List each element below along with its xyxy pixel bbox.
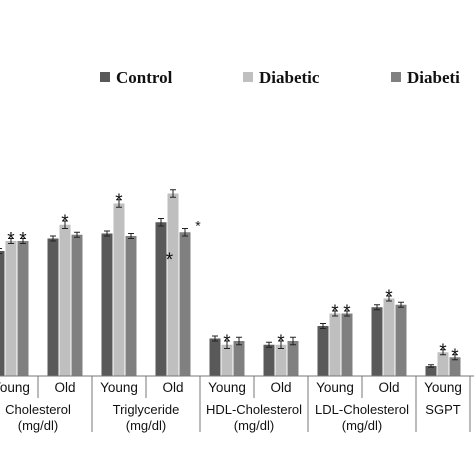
bar-0-0-0 bbox=[0, 251, 5, 376]
group-label-4: SGPT bbox=[425, 402, 460, 417]
bar-4-0-2 bbox=[449, 357, 461, 376]
significance-star-0-1-1: * bbox=[61, 212, 69, 233]
group-label-3: LDL-Cholesterol bbox=[315, 402, 409, 417]
legend-label-2: Diabeti bbox=[407, 68, 460, 87]
bar-3-0-0 bbox=[317, 326, 329, 376]
legend-swatch-0 bbox=[100, 72, 110, 82]
legend-swatch-1 bbox=[243, 72, 253, 82]
group-unit-3: (mg/dl) bbox=[342, 418, 382, 433]
bar-2-0-1 bbox=[221, 344, 233, 376]
bar-0-1-0 bbox=[47, 238, 59, 376]
group-label-0: Cholesterol bbox=[5, 402, 71, 417]
legend: Control Diabetic Diabeti bbox=[100, 68, 460, 87]
bar-3-1-2 bbox=[395, 304, 407, 376]
bar-0-1-2 bbox=[71, 234, 83, 376]
subgroup-label-1-1: Old bbox=[162, 380, 183, 395]
bar-4-0-1 bbox=[437, 352, 449, 376]
group-label-1: Triglyceride bbox=[113, 402, 180, 417]
significance-star-2-0-1: * bbox=[223, 332, 231, 353]
bar-0-0-2 bbox=[17, 241, 29, 376]
significance-star-extra: * bbox=[166, 250, 174, 271]
subgroup-label-0-0: Young bbox=[0, 380, 30, 395]
significance-star-0-0-1: * bbox=[7, 230, 15, 251]
bar-1-0-0 bbox=[101, 233, 113, 376]
group-label-2: HDL-Cholesterol bbox=[206, 402, 302, 417]
subgroup-label-2-1: Old bbox=[270, 380, 291, 395]
bar-2-1-0 bbox=[263, 344, 275, 376]
bar-3-0-1 bbox=[329, 313, 341, 376]
legend-label-1: Diabetic bbox=[259, 68, 320, 87]
bar-1-0-2 bbox=[125, 236, 137, 376]
bar-2-0-0 bbox=[209, 338, 221, 376]
subgroup-label-1-0: Young bbox=[100, 380, 138, 395]
significance-star-1-0-1: * bbox=[115, 191, 123, 212]
bar-4-0-0 bbox=[425, 366, 437, 376]
group-unit-1: (mg/dl) bbox=[126, 418, 166, 433]
significance-star-2-1-1: * bbox=[277, 332, 285, 353]
bar-0-1-1 bbox=[59, 224, 71, 376]
bar-2-0-2 bbox=[233, 341, 245, 376]
bar-1-1-0 bbox=[155, 222, 167, 376]
bar-1-1-2 bbox=[179, 232, 191, 376]
subgroup-label-3-0: Young bbox=[316, 380, 354, 395]
group-unit-0: (mg/dl) bbox=[18, 418, 58, 433]
legend-swatch-2 bbox=[391, 72, 401, 82]
subgroup-label-0-1: Old bbox=[54, 380, 75, 395]
subgroup-label-3-1: Old bbox=[378, 380, 399, 395]
significance-star-3-1-1: * bbox=[385, 287, 393, 308]
bar-3-1-1 bbox=[383, 298, 395, 376]
subgroup-label-2-0: Young bbox=[208, 380, 246, 395]
significance-star-4-0-2: * bbox=[451, 346, 459, 367]
subgroup-label-4-0: Young bbox=[424, 380, 462, 395]
bar-3-1-0 bbox=[371, 307, 383, 376]
significance-star-3-0-1: * bbox=[331, 302, 339, 323]
significance-star-0-0-2: * bbox=[19, 230, 27, 251]
category-axis: YoungOldCholesterol(mg/dl)YoungOldTrigly… bbox=[0, 375, 474, 433]
bars: * ****** ** *** * bbox=[0, 189, 461, 376]
bar-0-0-1 bbox=[5, 241, 17, 376]
bar-1-1-1 bbox=[167, 193, 179, 376]
significance-star-3-0-2: * bbox=[343, 302, 351, 323]
bar-2-1-1 bbox=[275, 344, 287, 376]
significance-star-1-1-2: * bbox=[195, 217, 201, 233]
legend-label-0: Control bbox=[116, 68, 173, 87]
bar-3-0-2 bbox=[341, 313, 353, 376]
bar-2-1-2 bbox=[287, 341, 299, 376]
group-unit-2: (mg/dl) bbox=[234, 418, 274, 433]
bar-1-0-1 bbox=[113, 203, 125, 376]
significance-star-4-0-1: * bbox=[439, 341, 447, 362]
